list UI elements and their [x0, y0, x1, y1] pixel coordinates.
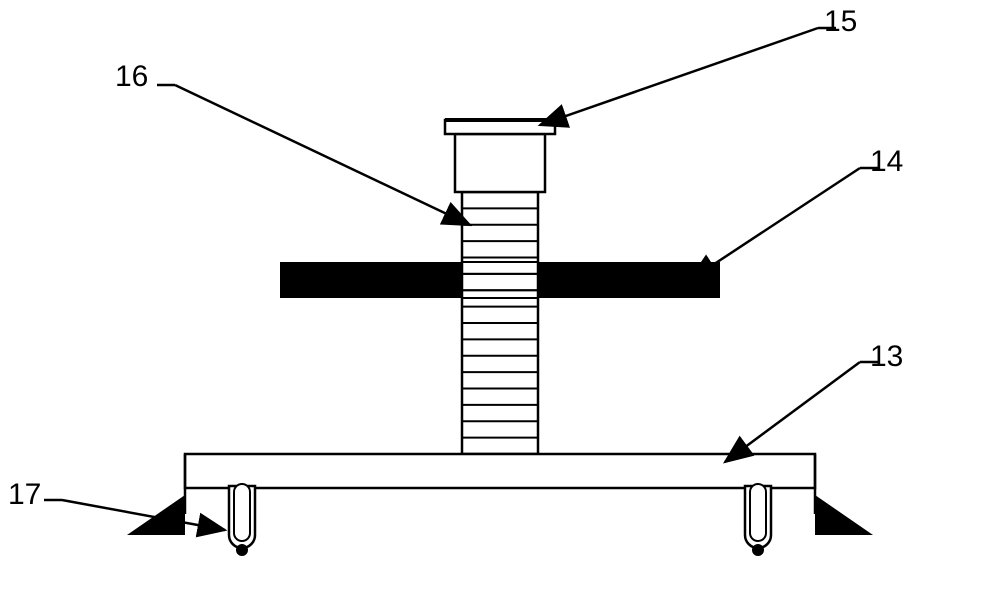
technical-diagram	[0, 0, 1000, 607]
label-17: 17	[8, 478, 41, 512]
label-13: 13	[870, 340, 903, 374]
label-14: 14	[870, 145, 903, 179]
label-15: 15	[824, 5, 857, 39]
label-16: 16	[115, 60, 148, 94]
